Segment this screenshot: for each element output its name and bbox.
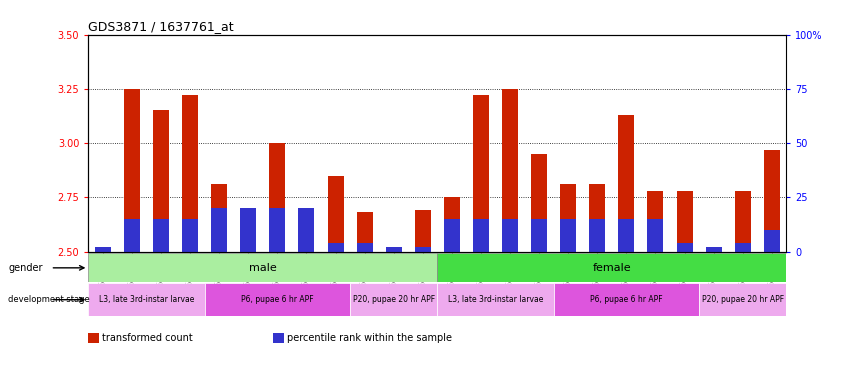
- Bar: [211, 208, 227, 252]
- Bar: [88, 253, 437, 282]
- Text: gender: gender: [8, 263, 43, 273]
- Text: transformed count: transformed count: [102, 333, 193, 343]
- Bar: [124, 219, 140, 252]
- Bar: [299, 208, 315, 252]
- Bar: [88, 283, 204, 316]
- Text: percentile rank within the sample: percentile rank within the sample: [287, 333, 452, 343]
- Bar: [241, 208, 257, 252]
- Bar: [676, 191, 692, 252]
- Bar: [204, 283, 350, 316]
- Bar: [676, 243, 692, 252]
- Bar: [618, 115, 634, 252]
- Bar: [350, 283, 437, 316]
- Bar: [327, 175, 343, 252]
- Text: L3, late 3rd-instar larvae: L3, late 3rd-instar larvae: [447, 295, 543, 304]
- Bar: [764, 149, 780, 252]
- Bar: [357, 212, 373, 252]
- Bar: [415, 210, 431, 252]
- Text: P20, pupae 20 hr APF: P20, pupae 20 hr APF: [701, 295, 784, 304]
- Bar: [699, 283, 786, 316]
- Bar: [648, 191, 664, 252]
- Bar: [532, 219, 547, 252]
- Bar: [735, 243, 751, 252]
- Bar: [386, 247, 402, 252]
- Bar: [618, 219, 634, 252]
- Bar: [299, 212, 315, 252]
- Bar: [502, 219, 518, 252]
- Bar: [437, 253, 786, 282]
- Bar: [473, 95, 489, 252]
- Text: male: male: [249, 263, 277, 273]
- Bar: [444, 219, 460, 252]
- Text: female: female: [593, 263, 631, 273]
- Bar: [95, 247, 111, 252]
- Bar: [153, 219, 169, 252]
- Text: GDS3871 / 1637761_at: GDS3871 / 1637761_at: [88, 20, 234, 33]
- Bar: [182, 95, 198, 252]
- Bar: [473, 219, 489, 252]
- Bar: [706, 247, 722, 252]
- Bar: [269, 143, 285, 252]
- Bar: [211, 184, 227, 252]
- Bar: [590, 184, 606, 252]
- Bar: [560, 219, 576, 252]
- Bar: [648, 219, 664, 252]
- Bar: [415, 247, 431, 252]
- Bar: [553, 283, 699, 316]
- Bar: [269, 208, 285, 252]
- Text: P20, pupae 20 hr APF: P20, pupae 20 hr APF: [352, 295, 435, 304]
- Bar: [182, 219, 198, 252]
- Bar: [241, 212, 257, 252]
- Bar: [764, 230, 780, 252]
- Bar: [560, 184, 576, 252]
- Bar: [386, 247, 402, 252]
- Bar: [95, 247, 111, 252]
- Bar: [444, 197, 460, 252]
- Bar: [590, 219, 606, 252]
- Bar: [502, 89, 518, 252]
- Bar: [532, 154, 547, 252]
- Bar: [437, 283, 553, 316]
- Bar: [153, 111, 169, 252]
- Text: P6, pupae 6 hr APF: P6, pupae 6 hr APF: [241, 295, 314, 304]
- Bar: [357, 243, 373, 252]
- Text: L3, late 3rd-instar larvae: L3, late 3rd-instar larvae: [98, 295, 194, 304]
- Bar: [735, 191, 751, 252]
- Text: development stage: development stage: [8, 295, 90, 304]
- Bar: [124, 89, 140, 252]
- Bar: [706, 247, 722, 252]
- Bar: [327, 243, 343, 252]
- Text: P6, pupae 6 hr APF: P6, pupae 6 hr APF: [590, 295, 663, 304]
